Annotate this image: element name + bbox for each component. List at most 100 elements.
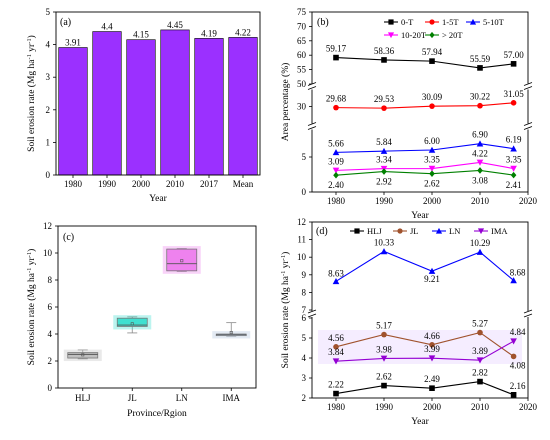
box bbox=[166, 248, 198, 272]
data-point bbox=[510, 61, 517, 67]
axis-break-mark bbox=[307, 309, 317, 314]
data-label: 3.35 bbox=[506, 155, 522, 165]
data-label: 5.27 bbox=[472, 319, 488, 329]
x-tick-label: 1980 bbox=[327, 196, 346, 206]
data-point bbox=[476, 357, 484, 364]
data-point bbox=[477, 329, 483, 336]
y-tick-label: 0 bbox=[302, 187, 307, 197]
data-label: 3.35 bbox=[424, 155, 440, 165]
data-point bbox=[477, 167, 483, 174]
series-510T: 5.66 5.84 6.00 6.90 6.19 bbox=[328, 130, 522, 156]
legend-label: LN bbox=[449, 226, 460, 236]
legend-label: HLJ bbox=[367, 226, 382, 236]
legend-marker bbox=[387, 32, 395, 39]
legend-label: 5-10T bbox=[483, 17, 505, 27]
data-point bbox=[381, 382, 387, 389]
x-tick-label: IMA bbox=[223, 393, 241, 403]
x-tick-label: 2010 bbox=[471, 196, 490, 206]
x-axis-title: Year bbox=[411, 417, 429, 427]
data-label: 2.62 bbox=[376, 372, 392, 382]
data-point bbox=[332, 167, 340, 174]
data-point bbox=[380, 355, 388, 362]
x-tick-label: 2020 bbox=[519, 402, 538, 412]
x-tick-label: 1980 bbox=[327, 402, 346, 412]
series-IMA: 3.84 3.98 3.99 3.89 4.84 bbox=[328, 327, 526, 365]
data-label: 57.00 bbox=[503, 50, 524, 60]
y-tick-label: 55 bbox=[297, 65, 307, 75]
data-point bbox=[510, 171, 517, 179]
bar-value-label: 4.4 bbox=[101, 22, 113, 32]
data-point bbox=[381, 57, 387, 63]
axis-break-mark bbox=[307, 86, 317, 90]
legend-label: > 20T bbox=[442, 30, 463, 40]
bar bbox=[58, 47, 88, 176]
data-point bbox=[332, 358, 340, 365]
mean-marker bbox=[130, 322, 134, 326]
y-tick-label: 1 bbox=[46, 137, 51, 147]
box-JL bbox=[113, 315, 152, 334]
legend-marker bbox=[435, 227, 443, 234]
data-label: 3.89 bbox=[472, 346, 488, 356]
bar bbox=[194, 38, 224, 176]
legend-marker bbox=[397, 228, 403, 234]
y-axis-title: Soil erosion rate (Mg ha-1 yr-1) bbox=[280, 252, 291, 369]
legend-marker bbox=[469, 18, 477, 25]
y-axis-title: Area percentage (%) bbox=[280, 63, 291, 142]
y-tick-label: 6 bbox=[48, 302, 53, 312]
plot-frame bbox=[311, 221, 529, 399]
data-label: 2.16 bbox=[510, 381, 526, 391]
data-label: 3.84 bbox=[328, 347, 344, 357]
box-HLJ bbox=[63, 349, 102, 362]
data-label: 57.94 bbox=[422, 47, 443, 57]
data-point bbox=[510, 165, 517, 172]
y-tick-label: 5 bbox=[46, 7, 51, 17]
panel-label: (a) bbox=[60, 17, 71, 28]
bar-value-label: 4.15 bbox=[133, 30, 149, 40]
axis-break-mark bbox=[523, 82, 533, 86]
data-label: 31.05 bbox=[503, 89, 524, 99]
data-point bbox=[477, 65, 483, 71]
data-point bbox=[476, 248, 484, 255]
y-tick-label: 4 bbox=[46, 40, 51, 50]
data-label: 3.98 bbox=[376, 344, 392, 354]
data-point bbox=[476, 159, 484, 166]
y-axis-title: Soil erosion rate (Mg ha-1 yr-1) bbox=[26, 249, 37, 366]
y-tick-label: 8 bbox=[48, 275, 53, 285]
data-point bbox=[510, 338, 517, 345]
y-tick-label: 12 bbox=[43, 221, 52, 231]
y-tick-label: 3 bbox=[46, 72, 51, 82]
x-tick-label: LN bbox=[176, 393, 188, 403]
y-tick-label: 12 bbox=[297, 217, 306, 227]
legend: 0-T 1-5T 5-10T 10-20T > 20T bbox=[382, 14, 526, 42]
data-label: 4.84 bbox=[510, 327, 526, 337]
y-tick-label: 70 bbox=[297, 21, 307, 31]
x-tick-label: 2020 bbox=[519, 196, 538, 206]
y-tick-label: 60 bbox=[297, 50, 307, 60]
series-LN: 8.63 10.33 9.21 10.29 8.68 bbox=[328, 237, 526, 285]
axis-break-mark bbox=[523, 309, 533, 314]
y-tick-label: 11 bbox=[297, 235, 306, 245]
data-point bbox=[510, 277, 517, 284]
data-label: 2.92 bbox=[376, 177, 392, 187]
data-label: 4.22 bbox=[472, 148, 488, 158]
data-point bbox=[332, 149, 340, 156]
data-point bbox=[333, 104, 339, 111]
legend: HLJ JL LN IMA bbox=[350, 226, 508, 236]
data-label: 5.17 bbox=[376, 321, 392, 331]
data-label: 59.17 bbox=[326, 44, 347, 54]
y-tick-label: 2 bbox=[48, 356, 53, 366]
legend-label: 1-5T bbox=[442, 17, 459, 27]
x-tick-label: 1990 bbox=[375, 196, 394, 206]
data-point bbox=[381, 331, 387, 338]
mean-marker bbox=[180, 259, 184, 263]
data-point bbox=[510, 392, 517, 398]
bar-value-label: 4.19 bbox=[201, 28, 217, 38]
data-point bbox=[332, 278, 340, 285]
panel-label: (b) bbox=[317, 17, 329, 28]
box bbox=[116, 317, 148, 327]
data-point bbox=[381, 168, 387, 175]
legend-marker bbox=[354, 228, 360, 234]
bar-value-label: 3.91 bbox=[65, 38, 81, 48]
data-label: 8.63 bbox=[328, 268, 344, 278]
data-label: 2.82 bbox=[472, 368, 488, 378]
